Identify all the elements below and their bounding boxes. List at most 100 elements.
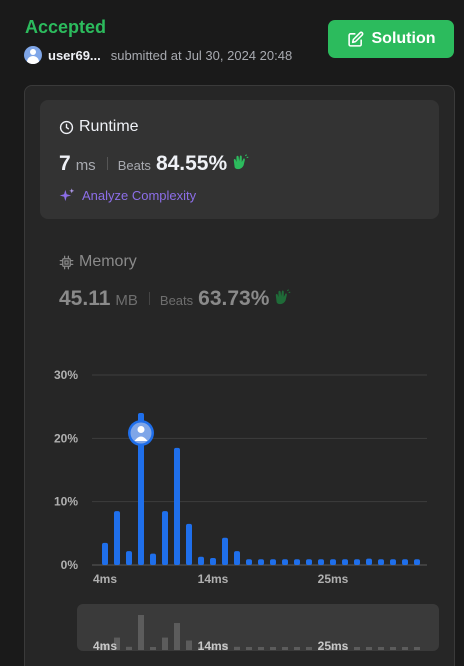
chart-bar xyxy=(246,559,252,565)
submitted-timestamp: submitted at Jul 30, 2024 20:48 xyxy=(110,47,293,63)
navigator-bar xyxy=(330,647,336,650)
divider xyxy=(106,157,108,170)
chart-bar xyxy=(354,559,360,565)
chart-bar xyxy=(162,511,168,565)
chart-bar xyxy=(306,559,312,565)
divider xyxy=(148,292,150,305)
x-tick-label: 14ms xyxy=(198,572,229,586)
navigator-bar xyxy=(198,647,204,650)
avatar[interactable] xyxy=(24,46,42,64)
navigator-bar xyxy=(174,623,180,650)
chart-bar xyxy=(282,559,288,565)
runtime-unit: ms xyxy=(75,157,96,174)
memory-unit: MB xyxy=(115,292,138,309)
chart-bar xyxy=(330,559,336,565)
runtime-beats-label: Beats xyxy=(117,158,151,173)
navigator-bar xyxy=(390,647,396,650)
navigator-bar xyxy=(102,644,108,650)
memory-beats-label: Beats xyxy=(159,293,194,308)
navigator-bar xyxy=(210,647,216,650)
navigator-bar xyxy=(126,646,132,650)
submitter-row: user69... submitted at Jul 30, 2024 20:4… xyxy=(24,45,292,65)
chart-bar xyxy=(198,556,204,565)
y-tick-label: 20% xyxy=(54,431,78,445)
navigator-tick-label: 4ms xyxy=(93,639,117,653)
chart-bar xyxy=(258,559,264,565)
navigator-bar xyxy=(282,647,288,650)
runtime-beats-value: 84.55% xyxy=(155,152,228,175)
edit-icon xyxy=(347,31,363,47)
chart-bar xyxy=(150,553,156,565)
submission-status: Accepted xyxy=(25,17,107,37)
navigator-bar xyxy=(150,647,156,650)
memory-metric-row[interactable]: 45.11 MB Beats 63.73% xyxy=(59,287,291,311)
chip-icon xyxy=(59,255,74,269)
analyze-label: Analyze Complexity xyxy=(82,188,197,203)
navigator-bar xyxy=(114,637,120,650)
chart-bar xyxy=(294,559,300,565)
navigator-bar xyxy=(294,647,300,650)
navigator-bar xyxy=(186,640,192,650)
runtime-card[interactable] xyxy=(40,100,439,219)
chart-bar xyxy=(114,511,120,565)
chart-bar xyxy=(378,559,384,565)
clock-icon xyxy=(59,120,74,134)
navigator-bar xyxy=(366,647,372,650)
clapping-hands-icon xyxy=(276,289,291,305)
navigator-bar xyxy=(270,647,276,650)
runtime-title: Runtime xyxy=(79,118,139,135)
navigator-bar xyxy=(402,647,408,650)
y-tick-label: 0% xyxy=(61,558,79,572)
navigator-bar xyxy=(378,647,384,650)
solution-button[interactable]: Solution xyxy=(328,20,454,58)
navigator-bar xyxy=(234,646,240,650)
navigator-bar xyxy=(354,647,360,650)
chart-bar xyxy=(342,559,348,565)
runtime-value: 7 xyxy=(59,152,71,175)
chart-bar xyxy=(414,559,420,565)
solution-label: Solution xyxy=(371,30,436,47)
runtime-title-row: Runtime xyxy=(59,118,139,136)
navigator-bar xyxy=(414,647,420,650)
chart-range-navigator[interactable] xyxy=(77,604,439,651)
chart-bar xyxy=(174,447,180,565)
submission-header: Accepted user69... submitted at Jul 30, … xyxy=(0,0,464,80)
navigator-bar xyxy=(246,647,252,650)
sparkle-icon xyxy=(59,188,75,202)
username[interactable]: user69... xyxy=(48,47,101,63)
x-tick-label: 25ms xyxy=(318,572,349,586)
chart-bar xyxy=(318,559,324,565)
navigator-bar xyxy=(138,615,144,650)
avatar-body xyxy=(134,436,148,441)
chart-bar xyxy=(402,559,408,565)
avatar-head xyxy=(137,426,145,433)
chart-bar xyxy=(234,551,240,565)
chart-bar xyxy=(186,523,192,565)
navigator-bar xyxy=(222,643,228,650)
chart-bar xyxy=(366,558,372,565)
memory-title-row[interactable]: Memory xyxy=(59,253,137,271)
memory-value: 45.11 xyxy=(59,287,111,310)
chart-bar xyxy=(270,559,276,565)
chart-bar xyxy=(390,559,396,565)
y-tick-label: 10% xyxy=(54,495,78,509)
navigator-bar xyxy=(342,647,348,650)
navigator-tick-label: 25ms xyxy=(318,639,349,653)
chart-bar xyxy=(102,542,108,565)
chart-bar xyxy=(222,537,228,565)
navigator-bar xyxy=(258,647,264,650)
runtime-metric-row: 7 ms Beats 84.55% xyxy=(59,152,249,176)
analyze-complexity-link[interactable]: Analyze Complexity xyxy=(59,187,196,204)
clapping-hands-icon xyxy=(233,154,249,170)
chart-bar xyxy=(138,413,144,565)
y-tick-label: 30% xyxy=(54,368,78,382)
navigator-bar xyxy=(306,647,312,650)
memory-beats-value: 63.73% xyxy=(198,287,270,310)
navigator-tick-label: 14ms xyxy=(198,639,229,653)
x-tick-label: 4ms xyxy=(93,572,117,586)
navigator-bar xyxy=(162,637,168,650)
memory-title: Memory xyxy=(79,253,137,270)
navigator-bar xyxy=(318,647,324,650)
chart-bar xyxy=(210,558,216,565)
